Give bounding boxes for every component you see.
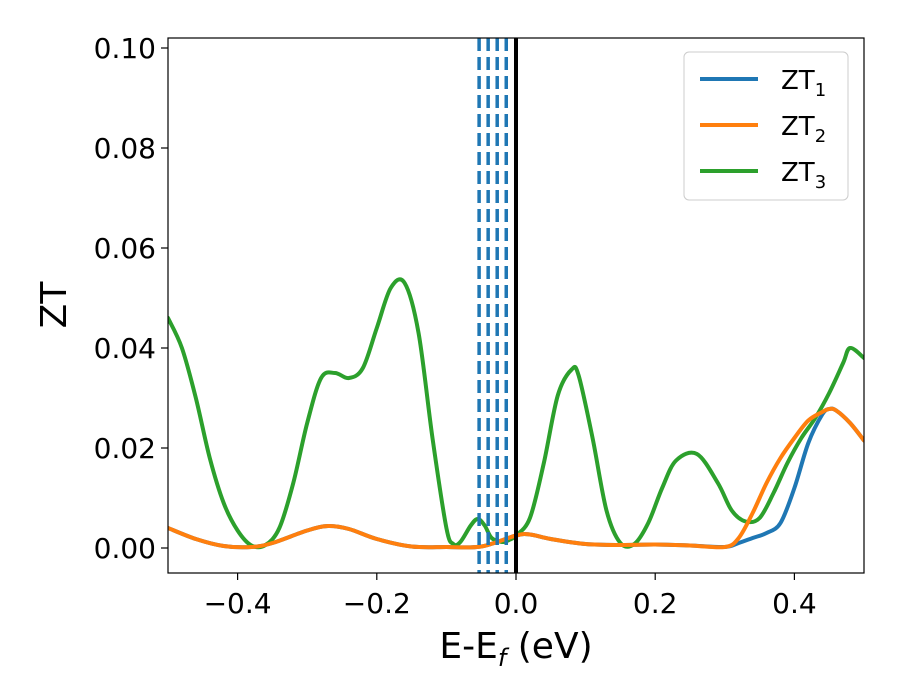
legend-label-zt2-sub: 2 — [815, 126, 826, 147]
legend-label-zt1-main: ZT — [781, 66, 815, 96]
y-tick-label: 0.04 — [94, 332, 156, 365]
legend-label-zt2: ZT2 — [781, 112, 826, 147]
x-axis-label: E-Ef (eV) — [439, 626, 592, 672]
x-tick-label: 0.0 — [494, 587, 539, 620]
x-tick-label: −0.2 — [343, 587, 411, 620]
x-axis-label-main: E-E — [439, 626, 497, 667]
x-tick-label: 0.2 — [633, 587, 678, 620]
legend-label-zt3-main: ZT — [781, 158, 815, 188]
y-tick-label: 0.02 — [94, 432, 156, 465]
y-tick-label: 0.06 — [94, 232, 156, 265]
y-axis-label-text: ZT — [34, 281, 75, 329]
y-tick-label: 0.08 — [94, 132, 156, 165]
axis-ticks: −0.4 −0.2 0.0 0.2 0.4 0.00 0.02 0.04 0.06 0.08 0.1… — [94, 32, 817, 620]
legend-label-zt1-sub: 1 — [815, 80, 826, 101]
legend-label-zt3: ZT3 — [781, 158, 826, 193]
x-tick-label: 0.4 — [772, 587, 817, 620]
y-tick-label: 0.00 — [94, 532, 156, 565]
plot-lines — [168, 38, 864, 573]
y-tick-label: 0.10 — [94, 32, 156, 65]
series-line-zt2 — [168, 406, 864, 550]
x-tick-label: −0.4 — [204, 587, 272, 620]
y-axis-label: ZT — [34, 281, 75, 329]
legend-label-zt3-sub: 3 — [815, 172, 826, 193]
legend-box — [683, 51, 849, 201]
x-axis-label-unit: (eV) — [506, 626, 592, 667]
legend-label-zt2-main: ZT — [781, 112, 815, 142]
legend-label-zt1: ZT1 — [781, 66, 826, 101]
legend: ZT1 ZT2 ZT3 — [683, 51, 849, 201]
